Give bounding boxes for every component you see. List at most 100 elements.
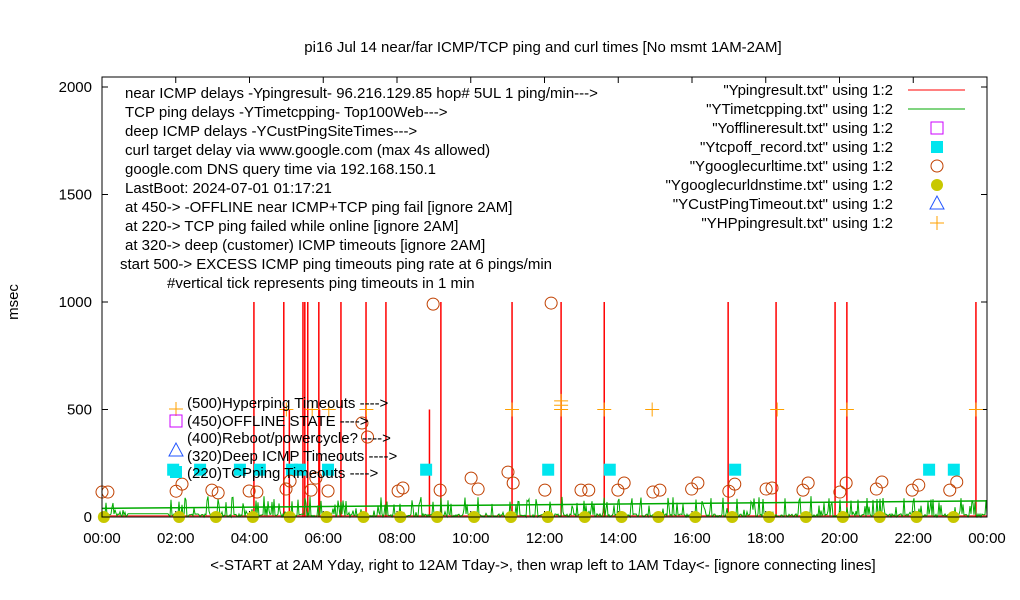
annotation-text: at 220-> TCP ping failed while online [i… <box>125 218 458 235</box>
data-point <box>211 486 225 500</box>
data-point <box>729 463 742 476</box>
marker-label: (320)Deep ICMP Timeouts ----> <box>187 448 397 465</box>
data-point <box>611 483 625 497</box>
data-point <box>396 481 410 495</box>
x-tick-label: 08:00 <box>378 530 416 547</box>
marker-label: (450)OFFLINE STATE ----> <box>187 413 369 430</box>
annotation-text: LastBoot: 2024-07-01 01:17:21 <box>125 180 332 197</box>
y-axis-label: msec <box>5 284 22 320</box>
data-point <box>538 483 552 497</box>
annotation-text: curl target delay via www.google.com (ma… <box>125 142 490 159</box>
data-point <box>905 483 919 497</box>
annotation-text: deep ICMP delays -YCustPingSiteTimes---> <box>125 123 417 140</box>
x-tick-label: 16:00 <box>673 530 711 547</box>
data-point <box>283 474 297 488</box>
y-tick-label: 0 <box>84 509 92 526</box>
marker-label-symbol <box>169 402 183 416</box>
legend-swatch <box>930 216 944 230</box>
data-point <box>765 481 779 495</box>
data-point <box>471 482 485 496</box>
x-axis-label: <-START at 2AM Yday, right to 12AM Tday-… <box>210 557 875 574</box>
data-point <box>505 402 520 417</box>
data-point <box>242 484 256 498</box>
data-point <box>968 402 983 417</box>
data-point <box>322 463 335 476</box>
data-point <box>875 475 889 489</box>
data-point <box>603 463 616 476</box>
data-point <box>542 463 555 476</box>
data-point <box>950 475 964 489</box>
data-point <box>279 482 293 496</box>
data-point <box>554 393 569 408</box>
data-point <box>309 471 323 485</box>
data-point <box>279 402 294 417</box>
data-point <box>759 482 773 496</box>
data-point <box>253 463 266 476</box>
marker-label: (500)Hyperping Timeouts ----> <box>187 395 389 412</box>
data-point <box>321 402 336 417</box>
annotation-text: near ICMP delays -Ypingresult- 96.216.12… <box>125 85 598 102</box>
annotation-text: google.com DNS query time via 192.168.15… <box>125 161 436 178</box>
annotation-text: at 320-> deep (customer) ICMP timeouts [… <box>125 237 485 254</box>
legend-label: "Yofflineresult.txt" using 1:2 <box>712 120 893 137</box>
data-point <box>574 483 588 497</box>
data-point <box>839 476 853 490</box>
x-tick-label: 02:00 <box>157 530 195 547</box>
legend-label: "YTimetcpping.txt" using 1:2 <box>706 101 893 118</box>
data-point <box>433 483 447 497</box>
x-tick-label: 18:00 <box>747 530 785 547</box>
legend-swatch <box>931 141 943 153</box>
marker-label-symbol <box>168 441 184 457</box>
x-tick-label: 14:00 <box>599 530 637 547</box>
data-point <box>839 402 854 417</box>
data-point <box>506 476 520 490</box>
legend-label: "Ypingresult.txt" using 1:2 <box>723 82 893 99</box>
data-point <box>923 463 936 476</box>
x-tick-label: 00:00 <box>968 530 1006 547</box>
data-point <box>653 483 667 497</box>
x-tick-label: 20:00 <box>821 530 859 547</box>
x-tick-label: 12:00 <box>526 530 564 547</box>
annotation-text: start 500-> EXCESS ICMP ping timeouts pi… <box>120 256 552 273</box>
data-point <box>321 484 335 498</box>
data-point <box>582 483 596 497</box>
annotation-text: #vertical tick represents ping timeouts … <box>167 275 475 292</box>
plot-frame <box>101 76 988 518</box>
data-point <box>691 476 705 490</box>
annotation-text: at 450-> -OFFLINE near ICMP+TCP ping fai… <box>125 199 512 216</box>
data-point <box>796 483 810 497</box>
data-point <box>194 463 207 476</box>
data-point <box>646 485 660 499</box>
data-point <box>175 477 189 491</box>
marker-label: (400)Reboot/powercycle? ----> <box>187 430 391 447</box>
x-tick-label: 22:00 <box>894 530 932 547</box>
legend-label: "Ygooglecurltime.txt" using 1:2 <box>690 158 893 175</box>
legend-label: "Ytcpoff_record.txt" using 1:2 <box>700 139 893 156</box>
data-point <box>833 485 847 499</box>
data-point <box>420 463 433 476</box>
data-point <box>294 463 307 476</box>
x-tick-label: 06:00 <box>304 530 342 547</box>
data-point <box>250 485 264 499</box>
data-point <box>233 463 246 476</box>
data-point <box>947 463 960 476</box>
tcp-ping-connecting-line <box>101 500 988 510</box>
data-point <box>912 478 926 492</box>
x-tick-label: 04:00 <box>231 530 269 547</box>
x-tick-label: 00:00 <box>83 530 121 547</box>
annotation-text: TCP ping delays -YTimetcpping- Top100Web… <box>125 104 448 121</box>
y-tick-label: 500 <box>67 402 92 419</box>
data-point <box>645 402 660 417</box>
data-point <box>426 297 440 311</box>
data-point <box>943 483 957 497</box>
legend-swatch <box>930 121 944 135</box>
y-tick-label: 2000 <box>59 79 92 96</box>
legend-label: "YHPpingresult.txt" using 1:2 <box>701 215 893 232</box>
data-point <box>801 476 815 490</box>
marker-label-symbol <box>169 414 183 428</box>
legend-label: "Ygooglecurldnstime.txt" using 1:2 <box>666 177 893 194</box>
y-tick-label: 1500 <box>59 187 92 204</box>
chart-title: pi16 Jul 14 near/far ICMP/TCP ping and c… <box>304 39 781 56</box>
legend-swatch <box>929 194 945 210</box>
